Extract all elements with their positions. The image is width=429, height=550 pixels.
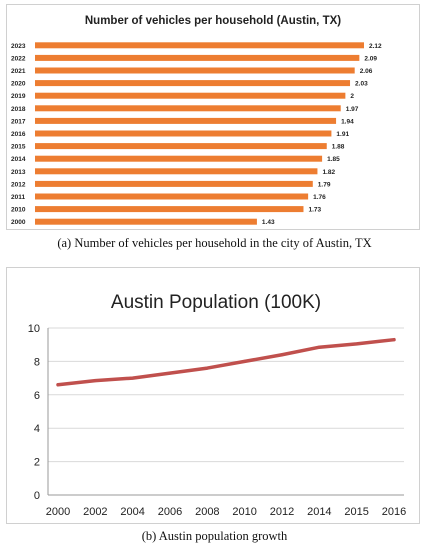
- bar-value-label: 1.97: [346, 106, 359, 113]
- bar: [35, 42, 364, 49]
- bar: [35, 54, 360, 61]
- bar-category-label: 2000: [11, 219, 26, 226]
- population-chart-title: Austin Population (100K): [111, 292, 321, 313]
- data-point: [355, 342, 359, 346]
- bar-value-label: 1.94: [341, 118, 354, 125]
- data-point: [243, 359, 247, 363]
- y-tick-label: 4: [34, 423, 40, 435]
- bar: [35, 193, 309, 200]
- data-point: [93, 379, 97, 383]
- caption-a: (a) Number of vehicles per household in …: [0, 236, 429, 251]
- bar-value-label: 1.43: [262, 219, 275, 226]
- bar-category-label: 2015: [11, 144, 26, 151]
- data-point: [392, 338, 396, 342]
- y-tick-label: 10: [28, 323, 40, 335]
- caption-b-text: Austin population growth: [158, 529, 288, 543]
- x-tick-label: 2004: [120, 506, 144, 518]
- x-tick-label: 2012: [270, 506, 294, 518]
- bar-value-label: 2.06: [360, 68, 373, 75]
- x-tick-label: 2014: [307, 506, 331, 518]
- bar: [35, 180, 313, 187]
- bar: [35, 218, 257, 225]
- bar-value-label: 2.09: [364, 55, 377, 62]
- bar-category-label: 2021: [11, 68, 26, 75]
- bar: [35, 130, 332, 137]
- data-point: [131, 376, 135, 380]
- bar: [35, 67, 355, 74]
- x-tick-label: 2015: [344, 506, 368, 518]
- vehicles-chart-panel: Number of vehicles per household (Austin…: [6, 4, 420, 230]
- bar-value-label: 2.03: [355, 81, 368, 88]
- bar-value-label: 1.91: [336, 131, 349, 138]
- bar-category-label: 2014: [11, 156, 26, 163]
- population-chart-panel: Austin Population (100K) 0 2 4 6 8 10 2000 2002…: [6, 267, 420, 524]
- data-point: [280, 353, 284, 357]
- caption-a-tag: (a): [57, 236, 72, 250]
- caption-b-tag: (b): [141, 529, 157, 543]
- bar: [35, 105, 341, 112]
- caption-a-text: Number of vehicles per household in the …: [74, 236, 372, 250]
- data-point: [56, 383, 60, 387]
- bar-category-label: 2017: [11, 118, 26, 125]
- y-tick-label: 8: [34, 356, 40, 368]
- x-tick-label: 2010: [232, 506, 256, 518]
- bar-category-label: 2016: [11, 131, 26, 138]
- x-tick-label: 2016: [382, 506, 406, 518]
- y-tick-label: 0: [34, 490, 40, 502]
- bar: [35, 80, 351, 87]
- bar: [35, 206, 304, 213]
- bar: [35, 143, 327, 150]
- y-tick-label: 6: [34, 390, 40, 402]
- x-tick-label: 2008: [195, 506, 219, 518]
- bar-value-label: 1.79: [318, 181, 331, 188]
- bar-category-label: 2022: [11, 55, 26, 62]
- vehicles-chart-title: Number of vehicles per household (Austin…: [85, 15, 341, 27]
- y-tick-label: 2: [34, 457, 40, 469]
- bar-value-label: 2.12: [369, 43, 382, 50]
- bar-category-label: 2018: [11, 106, 26, 113]
- data-point: [205, 366, 209, 370]
- bar-category-label: 2020: [11, 81, 26, 88]
- bar-value-label: 1.82: [322, 169, 335, 176]
- bar-category-label: 2011: [11, 194, 25, 201]
- bar-value-label: 1.88: [332, 144, 345, 151]
- population-series-line: [56, 337, 396, 387]
- bar: [35, 117, 337, 124]
- x-tick-label: 2000: [46, 506, 70, 518]
- bar-category-label: 2010: [11, 207, 26, 214]
- caption-b: (b) Austin population growth: [0, 529, 429, 544]
- bar-value-label: 1.85: [327, 156, 340, 163]
- bar: [35, 155, 323, 162]
- bar: [35, 92, 346, 99]
- bar-category-label: 2023: [11, 43, 26, 50]
- bar-value-label: 1.76: [313, 194, 326, 201]
- bar: [35, 168, 318, 175]
- x-tick-label: 2006: [158, 506, 182, 518]
- x-tick-label: 2002: [83, 506, 107, 518]
- data-point: [317, 345, 321, 349]
- bar-value-label: 1.73: [308, 207, 321, 214]
- bar-category-label: 2013: [11, 169, 26, 176]
- vehicles-bar-chart: Number of vehicles per household (Austin…: [11, 15, 382, 226]
- data-point: [168, 371, 172, 375]
- bar-category-label: 2012: [11, 181, 26, 188]
- bar-category-label: 2019: [11, 93, 26, 100]
- population-line-chart: Austin Population (100K) 0 2 4 6 8 10 2000 2002…: [28, 292, 406, 518]
- bar-value-label: 2: [350, 93, 354, 100]
